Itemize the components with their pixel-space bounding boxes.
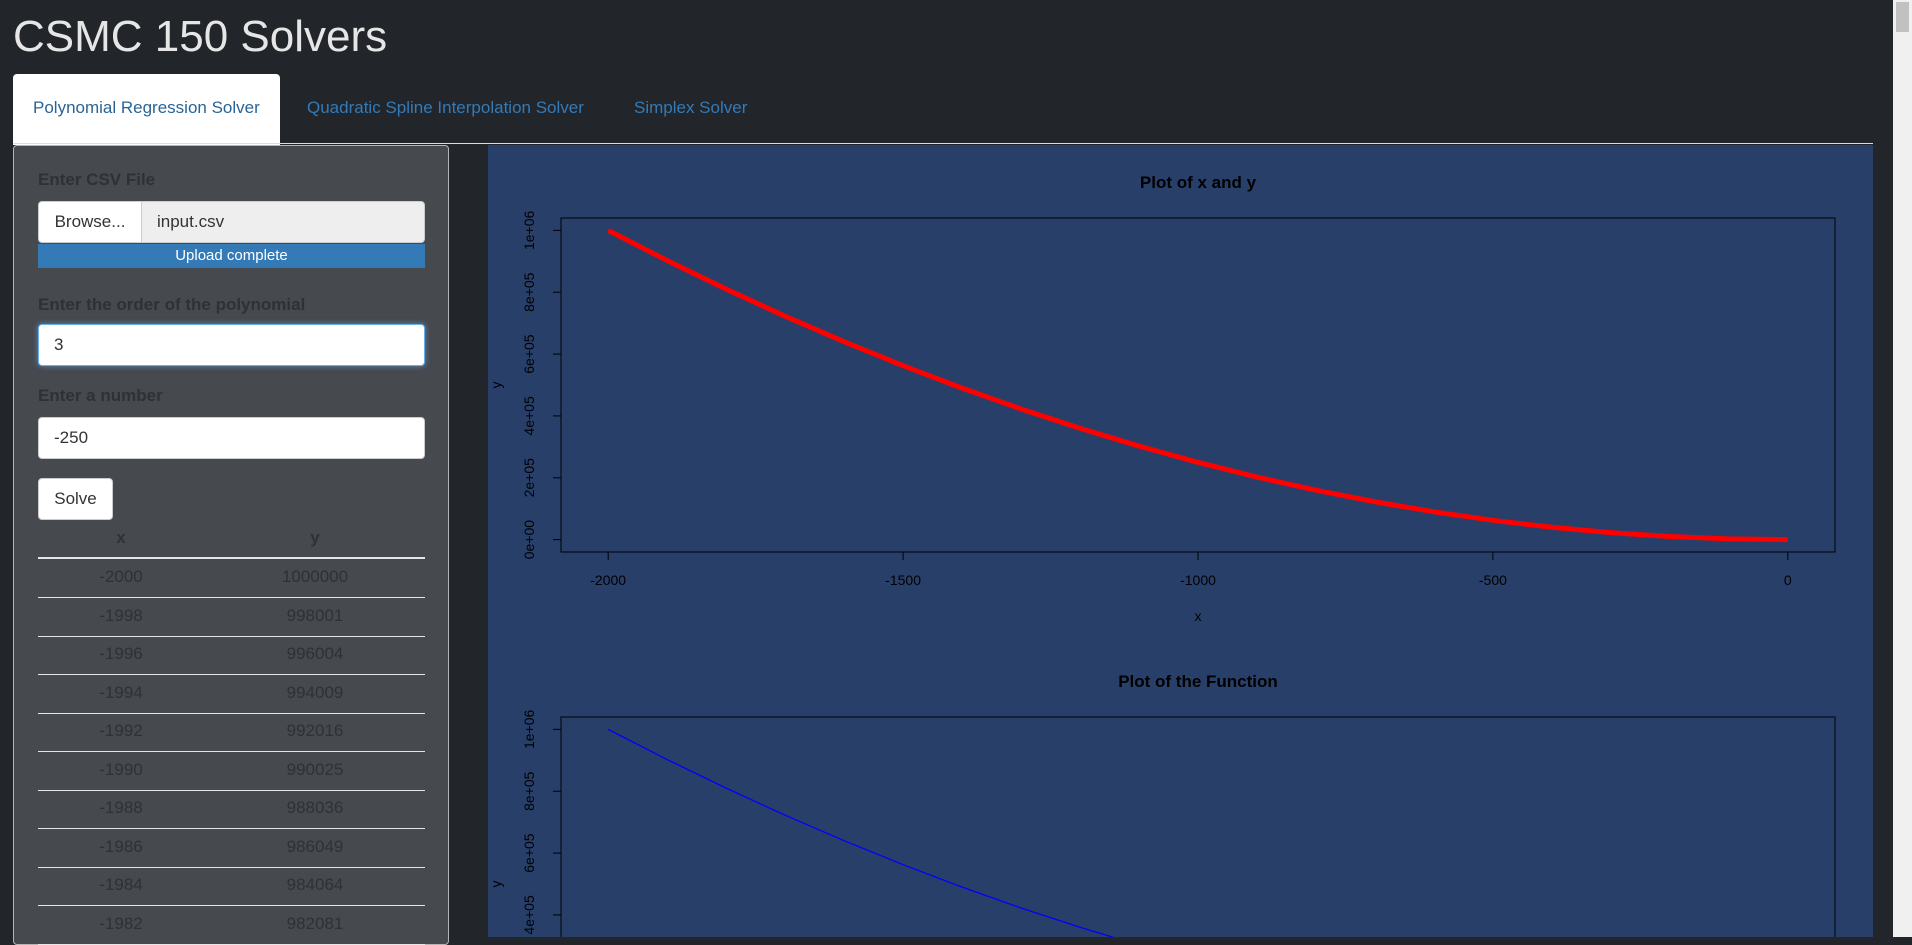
y-tick-label: 6e+05 <box>521 833 537 873</box>
y-axis-label: y <box>488 382 504 389</box>
plots: Plot of x and y y x -2000 -1500 -1000 -500 0 0e+… <box>488 173 1836 937</box>
tab[interactable]: Polynomial Regression Solver <box>13 74 280 145</box>
y-tick-label: 4e+05 <box>521 396 537 436</box>
x-axis-label: x <box>1195 608 1202 624</box>
row-line <box>38 866 425 868</box>
y-axis-label: y <box>488 881 504 888</box>
y-tick-label: 1e+06 <box>521 211 537 251</box>
tab-divider <box>13 143 1873 144</box>
app-title: CSMC 150 Solvers <box>13 12 388 61</box>
table-cell: 998001 <box>286 605 344 625</box>
x-tick-label: -2000 <box>590 572 626 588</box>
column-header: y <box>310 528 320 547</box>
plot-frame <box>560 217 1836 553</box>
table-cell: -1998 <box>99 605 143 625</box>
table-cell: 986049 <box>286 836 344 856</box>
x-tick-label: 0 <box>1784 572 1792 588</box>
y-tick-label: 4e+05 <box>521 895 537 935</box>
row-line <box>38 712 425 714</box>
chart-title: Plot of the Function <box>1118 672 1278 691</box>
table-cell: 994009 <box>286 682 344 702</box>
tab[interactable]: Quadratic Spline Interpolation Solver <box>307 98 584 117</box>
solve-button[interactable]: Solve <box>38 478 113 520</box>
x-tick-label: -1500 <box>885 572 921 588</box>
header-line <box>38 557 425 559</box>
table-cell: -1992 <box>99 721 143 740</box>
scrollbar-thumb[interactable] <box>1896 2 1909 32</box>
y-tick-label: 0e+00 <box>521 520 537 560</box>
table-cell: -1988 <box>99 798 143 817</box>
table-cell: -1994 <box>99 682 143 702</box>
table-cell: -2000 <box>99 567 143 586</box>
plot-panel: Plot of x and y y x -2000 -1500 -1000 -500 0 0e+… <box>488 145 1873 937</box>
row-line <box>38 828 425 829</box>
table-cell: 1000000 <box>281 567 349 586</box>
y-tick-label: 6e+05 <box>521 334 537 374</box>
row-line <box>38 943 425 945</box>
row-line <box>38 635 425 637</box>
tab[interactable]: Simplex Solver <box>634 98 748 117</box>
plot-frame <box>560 716 1836 937</box>
data-line <box>607 228 1788 543</box>
y-tick-label: 8e+05 <box>521 272 537 312</box>
table-cell: 992016 <box>286 721 344 740</box>
row-line <box>38 597 425 598</box>
row-line <box>38 674 425 675</box>
row-line <box>38 789 425 791</box>
column-header: x <box>116 528 126 547</box>
y-tick-label: 1e+06 <box>521 710 537 750</box>
table-cell: -1982 <box>99 913 143 933</box>
file-name: input.csv <box>141 201 425 243</box>
row-line <box>38 751 425 752</box>
table-cell: -1996 <box>99 644 143 663</box>
sidebar <box>13 145 449 945</box>
field-label: Enter the order of the polynomial <box>38 295 306 314</box>
scrollbar[interactable] <box>1893 0 1912 937</box>
field-label: Enter a number <box>38 386 163 405</box>
order-input[interactable]: 3 <box>38 324 425 366</box>
table-cell: -1986 <box>99 836 143 856</box>
y-tick-label: 2e+05 <box>521 458 537 498</box>
table-cell: 990025 <box>286 759 344 779</box>
table-cell: 984064 <box>286 875 344 894</box>
row-line <box>38 905 425 906</box>
data-line <box>607 728 1115 937</box>
y-tick-label: 8e+05 <box>521 771 537 811</box>
number-input[interactable]: -250 <box>38 417 425 459</box>
table-cell: -1984 <box>99 875 143 894</box>
table-cell: 982081 <box>286 913 344 933</box>
table-cell: 988036 <box>286 798 344 817</box>
upload-progress: Upload complete <box>38 244 425 268</box>
x-tick-label: -1000 <box>1180 572 1216 588</box>
x-tick-label: -500 <box>1479 572 1507 588</box>
field-label: Enter CSV File <box>38 170 156 189</box>
table-cell: -1990 <box>99 759 143 779</box>
browse-button[interactable]: Browse... <box>38 201 142 243</box>
table-cell: 996004 <box>286 644 344 663</box>
chart-title: Plot of x and y <box>1140 173 1257 192</box>
